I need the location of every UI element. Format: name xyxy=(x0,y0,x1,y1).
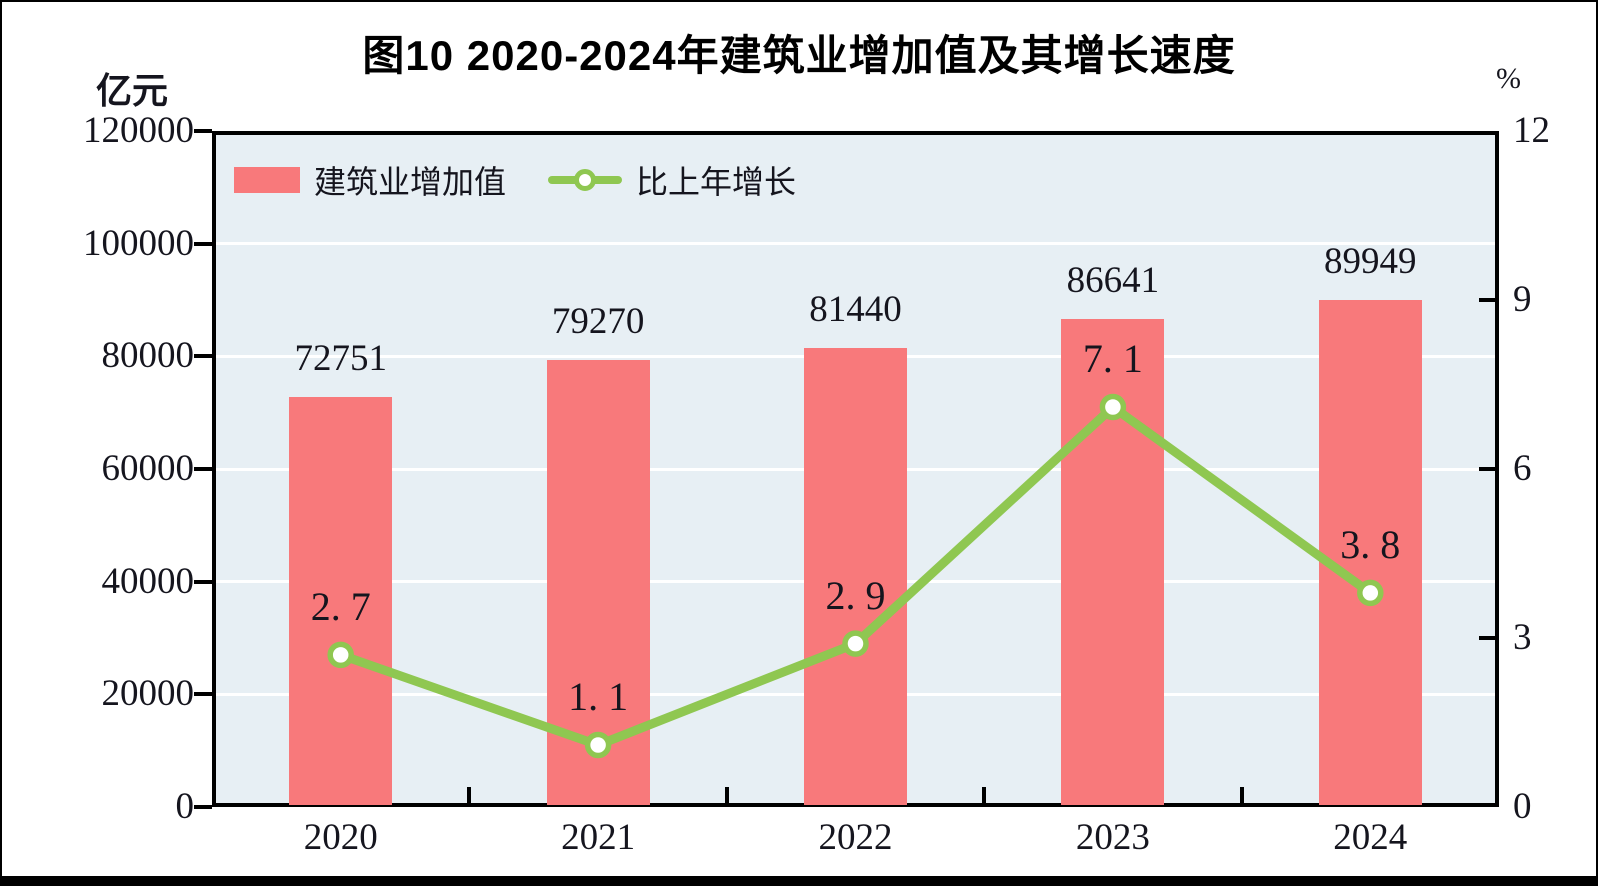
chart-title: 图10 2020-2024年建筑业增加值及其增长速度 xyxy=(362,32,1236,79)
line-value-label: 2. 9 xyxy=(825,572,886,618)
bar-value-label: 81440 xyxy=(809,289,902,331)
right-axis-tick xyxy=(1479,467,1495,471)
right-axis-tick-label: 3 xyxy=(1513,617,1532,658)
x-axis-tick xyxy=(467,787,472,803)
x-axis-tick xyxy=(724,787,729,803)
right-axis-tick-label: 9 xyxy=(1513,279,1532,320)
growth-line-marker-icon xyxy=(842,630,869,657)
bar-value-label: 89949 xyxy=(1324,241,1417,283)
right-axis-tick xyxy=(1479,636,1495,640)
left-axis-tick xyxy=(194,579,212,584)
left-axis-tick-label: 60000 xyxy=(101,448,195,489)
line-value-label: 2. 7 xyxy=(310,583,371,629)
left-axis-tick-label: 40000 xyxy=(101,560,195,602)
x-axis-category-label: 2021 xyxy=(561,817,636,858)
line-value-label: 3. 8 xyxy=(1340,521,1401,567)
line-value-label: 1. 1 xyxy=(568,674,629,720)
legend-bar-label: 建筑业增加值 xyxy=(314,164,507,200)
legend: 建筑业增加值 比上年增长 xyxy=(234,157,796,203)
legend-line-label: 比上年增长 xyxy=(636,164,797,200)
left-axis-tick xyxy=(194,805,212,809)
growth-line-marker-icon xyxy=(1099,393,1127,421)
x-axis-tick xyxy=(982,787,987,803)
left-axis-tick xyxy=(194,692,212,697)
left-axis-tick-label: 100000 xyxy=(83,222,194,264)
growth-line-marker-icon xyxy=(584,731,612,759)
x-axis-category-label: 2022 xyxy=(818,817,893,858)
x-axis-category-label: 2020 xyxy=(303,817,378,858)
value-bar xyxy=(289,397,393,805)
right-axis-tick-label: 6 xyxy=(1513,448,1532,489)
growth-line xyxy=(336,402,1375,750)
left-axis-tick-label: 20000 xyxy=(101,673,195,715)
gridline xyxy=(216,242,1495,246)
left-axis-tick xyxy=(194,467,212,471)
legend-line-swatch xyxy=(548,167,623,193)
left-axis-tick-label: 80000 xyxy=(101,335,195,377)
bar-value-label: 86641 xyxy=(1066,259,1160,301)
right-axis-tick xyxy=(1479,298,1495,302)
x-axis-category-label: 2024 xyxy=(1333,817,1408,858)
right-axis-unit-label: % xyxy=(1496,62,1521,95)
bar-value-label: 72751 xyxy=(294,338,387,380)
value-bar xyxy=(804,348,907,805)
left-axis-tick xyxy=(194,241,212,246)
bar-value-label: 79270 xyxy=(551,301,645,343)
legend-bar-swatch xyxy=(234,167,300,193)
growth-line-marker-icon xyxy=(327,641,354,669)
legend-line-marker-icon xyxy=(574,169,597,191)
growth-line-marker-icon xyxy=(1357,579,1384,607)
left-axis-tick xyxy=(194,129,212,133)
left-axis-unit-label: 亿元 xyxy=(96,71,169,111)
x-axis-tick xyxy=(1239,787,1244,803)
x-axis-category-label: 2023 xyxy=(1075,817,1150,858)
right-axis-tick-label: 0 xyxy=(1513,786,1532,827)
left-axis-tick xyxy=(194,354,212,359)
right-axis-tick-label: 12 xyxy=(1513,110,1550,151)
left-axis-tick-label: 120000 xyxy=(83,110,194,151)
value-bar xyxy=(1318,300,1422,805)
line-value-label: 7. 1 xyxy=(1082,336,1143,382)
left-axis-tick-label: 0 xyxy=(175,786,195,827)
